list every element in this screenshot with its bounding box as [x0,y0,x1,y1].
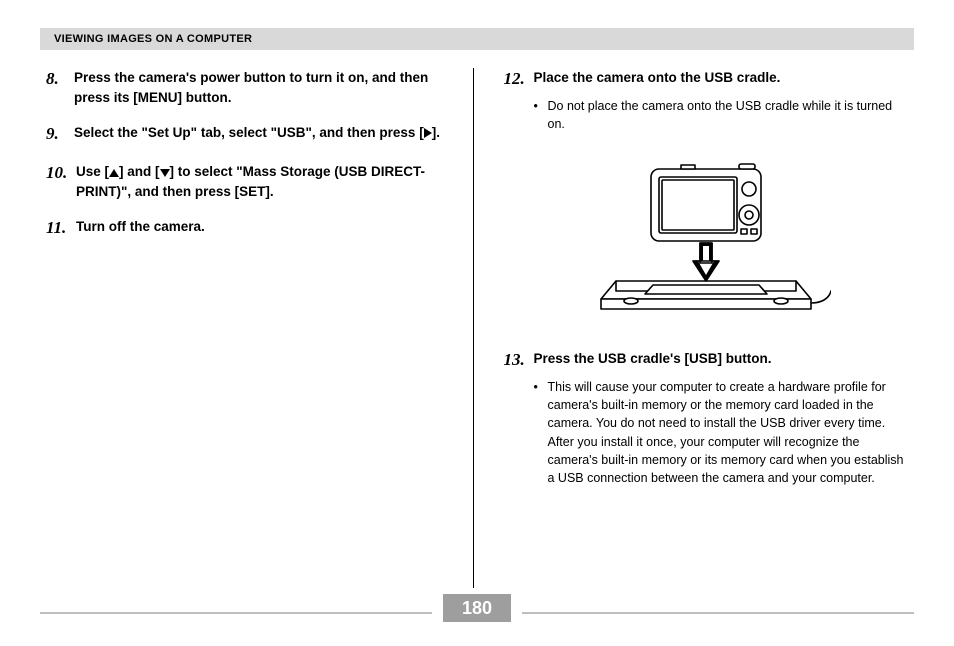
step-text: Place the camera onto the USB cradle. [534,68,781,88]
triangle-down-icon [160,169,170,177]
page-footer: 180 [40,594,914,622]
bullet-dot: • [534,97,548,133]
section-title: VIEWING IMAGES ON A COMPUTER [54,33,252,45]
step-text-pre: Select the "Set Up" tab, select "USB", a… [74,125,424,140]
page-number: 180 [443,594,511,622]
triangle-right-icon [424,128,432,138]
step-text-pre: Use [ [76,164,109,179]
bullet-list: • This will cause your computer to creat… [534,378,909,487]
camera-cradle-svg [581,151,831,316]
step-number: 11. [46,217,76,240]
step-text: Use [] and [] to select "Mass Storage (U… [76,162,451,201]
step-11: 11. Turn off the camera. [46,217,451,240]
step-number: 10. [46,162,76,185]
step-text: Turn off the camera. [76,217,205,237]
step-text: Select the "Set Up" tab, select "USB", a… [74,123,440,143]
bullet-text: Do not place the camera onto the USB cra… [548,97,909,133]
content-columns: 8. Press the camera's power button to tu… [40,68,914,588]
bullet-item: • This will cause your computer to creat… [534,378,909,487]
camera-cradle-diagram [504,151,909,321]
right-column: 12. Place the camera onto the USB cradle… [476,68,915,588]
page: VIEWING IMAGES ON A COMPUTER 8. Press th… [0,0,954,646]
page-number-text: 180 [462,598,492,619]
step-13: 13. Press the USB cradle's [USB] button.… [504,349,909,487]
left-column: 8. Press the camera's power button to tu… [40,68,471,588]
step-10: 10. Use [] and [] to select "Mass Storag… [46,162,451,201]
section-header: VIEWING IMAGES ON A COMPUTER [40,28,914,50]
step-text: Press the camera's power button to turn … [74,68,451,107]
step-number: 9. [46,123,74,146]
column-divider [473,68,474,588]
bullet-item: • Do not place the camera onto the USB c… [534,97,909,133]
step-12: 12. Place the camera onto the USB cradle… [504,68,909,321]
step-9: 9. Select the "Set Up" tab, select "USB"… [46,123,451,146]
step-text-mid: ] and [ [119,164,160,179]
bullet-dot: • [534,378,548,487]
triangle-up-icon [109,169,119,177]
footer-rule-left [40,612,432,614]
footer-rule-right [522,612,914,614]
bullet-text: This will cause your computer to create … [548,378,909,487]
step-8: 8. Press the camera's power button to tu… [46,68,451,107]
step-number: 13. [504,349,534,372]
step-text: Press the USB cradle's [USB] button. [534,349,772,369]
step-number: 8. [46,68,74,91]
step-number: 12. [504,68,534,91]
bullet-list: • Do not place the camera onto the USB c… [534,97,909,133]
footer-line: 180 [40,594,914,622]
step-text-post: ]. [432,125,440,140]
